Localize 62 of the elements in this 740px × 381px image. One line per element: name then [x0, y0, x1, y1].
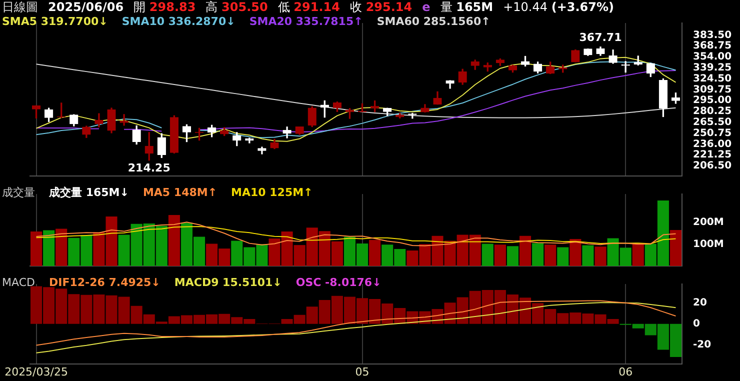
text: 量 165M: [440, 0, 494, 14]
bar: [557, 247, 569, 266]
y-tick-label: 368.75: [693, 40, 732, 52]
text: 收 295.14: [350, 0, 412, 14]
text: SMA20 335.7815↑: [249, 15, 363, 28]
x-tick-label: 06: [618, 365, 633, 378]
annotation: 367.71: [579, 31, 622, 44]
text: MACD9 15.5101↓: [174, 276, 282, 289]
x-tick-label: 05: [355, 365, 370, 378]
bar: [544, 244, 556, 266]
bar: [632, 244, 644, 266]
text: +10.44 (+3.67%): [503, 0, 614, 14]
y-tick-label: 295.00: [693, 95, 732, 106]
chart-subtitle: 2025/06/06: [48, 0, 124, 14]
y-tick-label: 383.50: [693, 30, 732, 41]
y-tick-label: 236.00: [693, 138, 732, 150]
chart-title: MACD: [2, 276, 35, 289]
y-tick-label: 100M: [693, 238, 724, 250]
bar: [594, 246, 606, 266]
bar: [56, 228, 68, 266]
y-tick-label: 250.75: [693, 128, 732, 139]
y-tick-label: -20: [693, 339, 712, 350]
chart-title: 成交量: [2, 186, 35, 199]
y-tick-label: 200M: [693, 216, 724, 228]
y-tick-label: 324.50: [693, 73, 732, 84]
text: e: [422, 0, 430, 14]
bar: [168, 214, 180, 266]
text: DIF12-26 7.4925↓: [48, 276, 160, 289]
text: 低 291.14: [278, 0, 340, 14]
y-tick-label: 0: [693, 318, 700, 330]
bar: [369, 240, 381, 266]
bar: [520, 236, 532, 266]
y-tick-label: 280.25: [693, 106, 732, 118]
text: SMA10 336.2870↓: [122, 15, 236, 28]
y-tick-label: 339.25: [693, 62, 732, 74]
y-tick-label: 221.25: [693, 150, 732, 161]
y-tick-label: 20: [693, 297, 707, 308]
candlestick: [621, 61, 630, 73]
text: SMA60 285.1560↑: [376, 15, 490, 28]
bar: [494, 244, 506, 266]
bar: [43, 230, 55, 266]
text: 高 305.50: [206, 0, 268, 14]
y-tick-label: 354.00: [693, 52, 732, 63]
bar: [670, 230, 682, 266]
y-tick-label: 206.50: [693, 160, 732, 172]
bar: [582, 245, 594, 266]
bar: [482, 244, 494, 266]
bar: [506, 246, 518, 266]
annotation: 214.25: [128, 162, 170, 175]
series-label: OSC -8.0176↓: [296, 276, 382, 289]
bar: [532, 243, 544, 266]
x-tick-label: 2025/03/25: [4, 365, 68, 378]
chart-title: 日線圖: [2, 0, 38, 16]
bar: [570, 238, 582, 266]
text: MA10 125M↑: [231, 186, 313, 199]
text: MA5 148M↑: [142, 186, 218, 199]
bar: [30, 232, 42, 266]
text: 開 298.83: [134, 0, 196, 14]
y-tick-label: 265.50: [693, 117, 732, 128]
text: SMA5 319.7700↓: [2, 15, 108, 28]
series-label: 成交量 165M↓: [49, 186, 129, 199]
y-tick-label: 309.75: [693, 84, 732, 96]
